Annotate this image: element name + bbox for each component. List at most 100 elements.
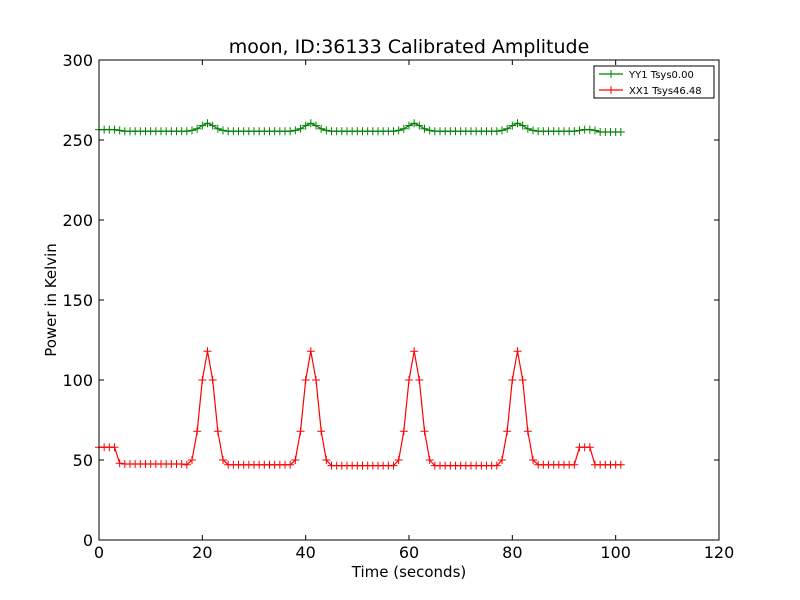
data-point <box>585 125 594 134</box>
data-point <box>420 124 429 133</box>
data-point <box>389 461 398 470</box>
data-point <box>585 443 594 452</box>
data-point <box>296 427 305 436</box>
data-point <box>405 376 413 384</box>
data-point <box>198 121 207 130</box>
data-point <box>410 119 419 128</box>
data-point <box>286 460 295 469</box>
series-layer <box>95 119 625 470</box>
plot-frame <box>98 59 720 541</box>
data-point <box>415 376 424 384</box>
data-point <box>203 347 212 356</box>
data-point <box>291 456 300 464</box>
y-axis-title: Power in Kelvin <box>42 243 60 357</box>
data-point <box>188 456 196 464</box>
data-point <box>213 124 222 133</box>
data-point <box>193 124 202 133</box>
data-point <box>425 126 434 135</box>
legend-label: YY1 Tsys0.00 <box>628 70 694 81</box>
y-tick-label: 50 <box>73 451 93 470</box>
data-point <box>492 127 501 136</box>
y-tick-label: 200 <box>62 211 93 230</box>
data-point <box>394 126 403 135</box>
data-point <box>523 427 532 436</box>
data-point <box>115 126 124 135</box>
chart-title: moon, ID:36133 Calibrated Amplitude <box>229 36 590 58</box>
y-tick-label: 0 <box>83 531 93 550</box>
data-point <box>498 126 506 135</box>
x-tick-label: 60 <box>399 543 419 562</box>
legend-entry: XX1 Tsys46.48 <box>599 86 702 97</box>
data-point <box>410 347 419 356</box>
data-point <box>498 456 506 464</box>
data-point <box>492 461 501 470</box>
x-tick-label: 80 <box>502 543 522 562</box>
data-point <box>529 456 537 464</box>
legend-entries: YY1 Tsys0.00 XX1 Tsys46.48 <box>599 70 702 97</box>
data-point <box>575 126 584 135</box>
data-point <box>286 127 295 136</box>
data-point <box>616 128 625 136</box>
data-point <box>513 119 522 128</box>
data-point <box>503 427 512 436</box>
data-point <box>523 124 532 133</box>
data-point <box>306 119 315 128</box>
legend-entry: YY1 Tsys0.00 <box>599 70 694 81</box>
x-tick-label: 20 <box>192 543 212 562</box>
data-point <box>317 124 326 133</box>
data-point <box>503 124 512 133</box>
data-point <box>110 443 119 452</box>
data-point <box>182 127 191 136</box>
data-point <box>219 456 227 464</box>
data-point <box>513 347 522 356</box>
data-point <box>306 347 315 356</box>
series-1 <box>95 119 625 136</box>
series-2 <box>95 347 625 470</box>
x-tick-label: 0 <box>94 543 104 562</box>
axis-tick-labels: 0 20 40 60 80 100 120 0 50 100 150 200 250 300 <box>62 51 734 562</box>
data-point <box>301 121 310 130</box>
x-tick-label: 120 <box>704 543 735 562</box>
data-point <box>115 459 124 468</box>
data-point <box>312 121 320 130</box>
legend-box <box>593 65 715 99</box>
plot-area <box>99 60 719 540</box>
data-point <box>405 121 413 130</box>
data-point <box>508 376 517 384</box>
legend-label: XX1 Tsys46.48 <box>629 86 702 97</box>
legend-marker <box>607 70 615 78</box>
data-point <box>420 427 429 436</box>
data-point <box>616 460 625 469</box>
data-point <box>415 121 424 130</box>
data-point <box>291 126 300 135</box>
legend-marker <box>607 86 615 94</box>
data-point <box>425 456 434 464</box>
data-point <box>570 460 579 469</box>
data-point <box>322 456 331 464</box>
legend: YY1 Tsys0.00 XX1 Tsys46.48 <box>593 65 715 99</box>
data-point <box>193 427 202 436</box>
data-point <box>399 427 408 436</box>
data-point <box>219 126 227 135</box>
y-tick-label: 250 <box>62 131 93 150</box>
data-point <box>389 127 398 136</box>
y-tick-label: 300 <box>62 51 93 70</box>
data-point <box>296 124 305 133</box>
data-point <box>198 376 207 384</box>
data-point <box>188 126 196 135</box>
data-point <box>312 376 320 384</box>
data-point <box>317 427 326 436</box>
data-point <box>529 126 537 135</box>
data-point <box>518 376 527 384</box>
data-point <box>508 121 517 130</box>
data-point <box>399 124 408 133</box>
data-point <box>301 376 310 384</box>
data-point <box>518 121 527 130</box>
axis-ticks <box>98 59 720 541</box>
data-point <box>208 121 217 130</box>
x-tick-label: 100 <box>600 543 631 562</box>
data-point <box>394 456 403 464</box>
data-point <box>213 427 222 436</box>
data-point <box>208 376 217 384</box>
